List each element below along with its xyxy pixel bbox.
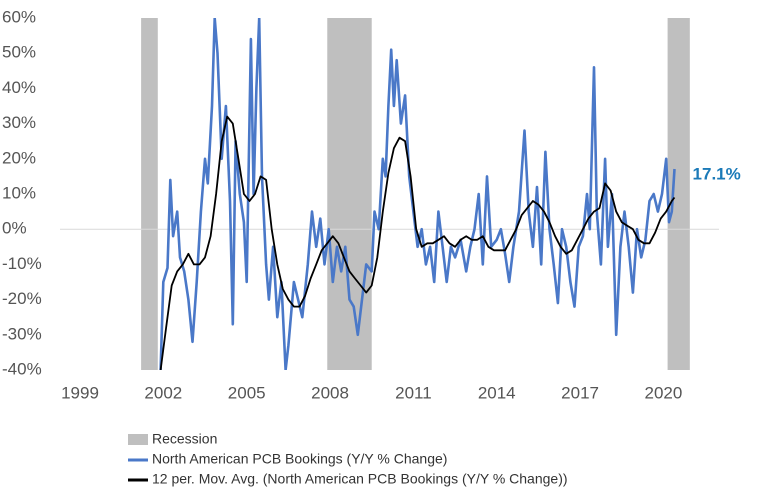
lines bbox=[159, 18, 676, 370]
x-tick-label: 2020 bbox=[645, 383, 683, 402]
series-line bbox=[159, 18, 676, 370]
legend-swatch bbox=[128, 434, 148, 445]
x-tick-label: 2014 bbox=[478, 383, 516, 402]
y-tick-label: 60% bbox=[2, 7, 36, 26]
y-tick-label: 10% bbox=[2, 183, 36, 202]
x-tick-label: 2011 bbox=[395, 383, 432, 402]
y-tick-label: 20% bbox=[2, 148, 36, 167]
labels: -40% -30% -20% -10% 0% 10% 20% 30% 40% 50% 60% 1999… bbox=[2, 7, 741, 486]
y-tick-label: 30% bbox=[2, 113, 36, 132]
recession-band bbox=[327, 18, 372, 370]
x-tick-label: 1999 bbox=[61, 383, 99, 402]
y-tick-label: -20% bbox=[2, 289, 42, 308]
recession-bands bbox=[141, 18, 690, 370]
x-tick-label: 2008 bbox=[311, 383, 349, 402]
series-line bbox=[159, 115, 676, 370]
y-tick-label: 40% bbox=[2, 78, 36, 97]
legend-label: North American PCB Bookings (Y/Y % Chang… bbox=[152, 451, 447, 467]
y-tick-label: -30% bbox=[2, 324, 42, 343]
x-tick-label: 2005 bbox=[228, 383, 266, 402]
legend-label: 12 per. Mov. Avg. (North American PCB Bo… bbox=[152, 471, 568, 487]
recession-band bbox=[667, 18, 690, 370]
y-tick-label: 0% bbox=[2, 219, 27, 238]
y-tick-label: -40% bbox=[2, 359, 42, 378]
y-tick-label: -10% bbox=[2, 254, 42, 273]
annotation: 17.1% bbox=[693, 164, 741, 183]
legend-label: Recession bbox=[152, 431, 217, 447]
x-tick-label: 2017 bbox=[561, 383, 599, 402]
x-tick-label: 2002 bbox=[144, 383, 182, 402]
recession-band bbox=[141, 18, 158, 370]
y-tick-label: 50% bbox=[2, 43, 36, 62]
